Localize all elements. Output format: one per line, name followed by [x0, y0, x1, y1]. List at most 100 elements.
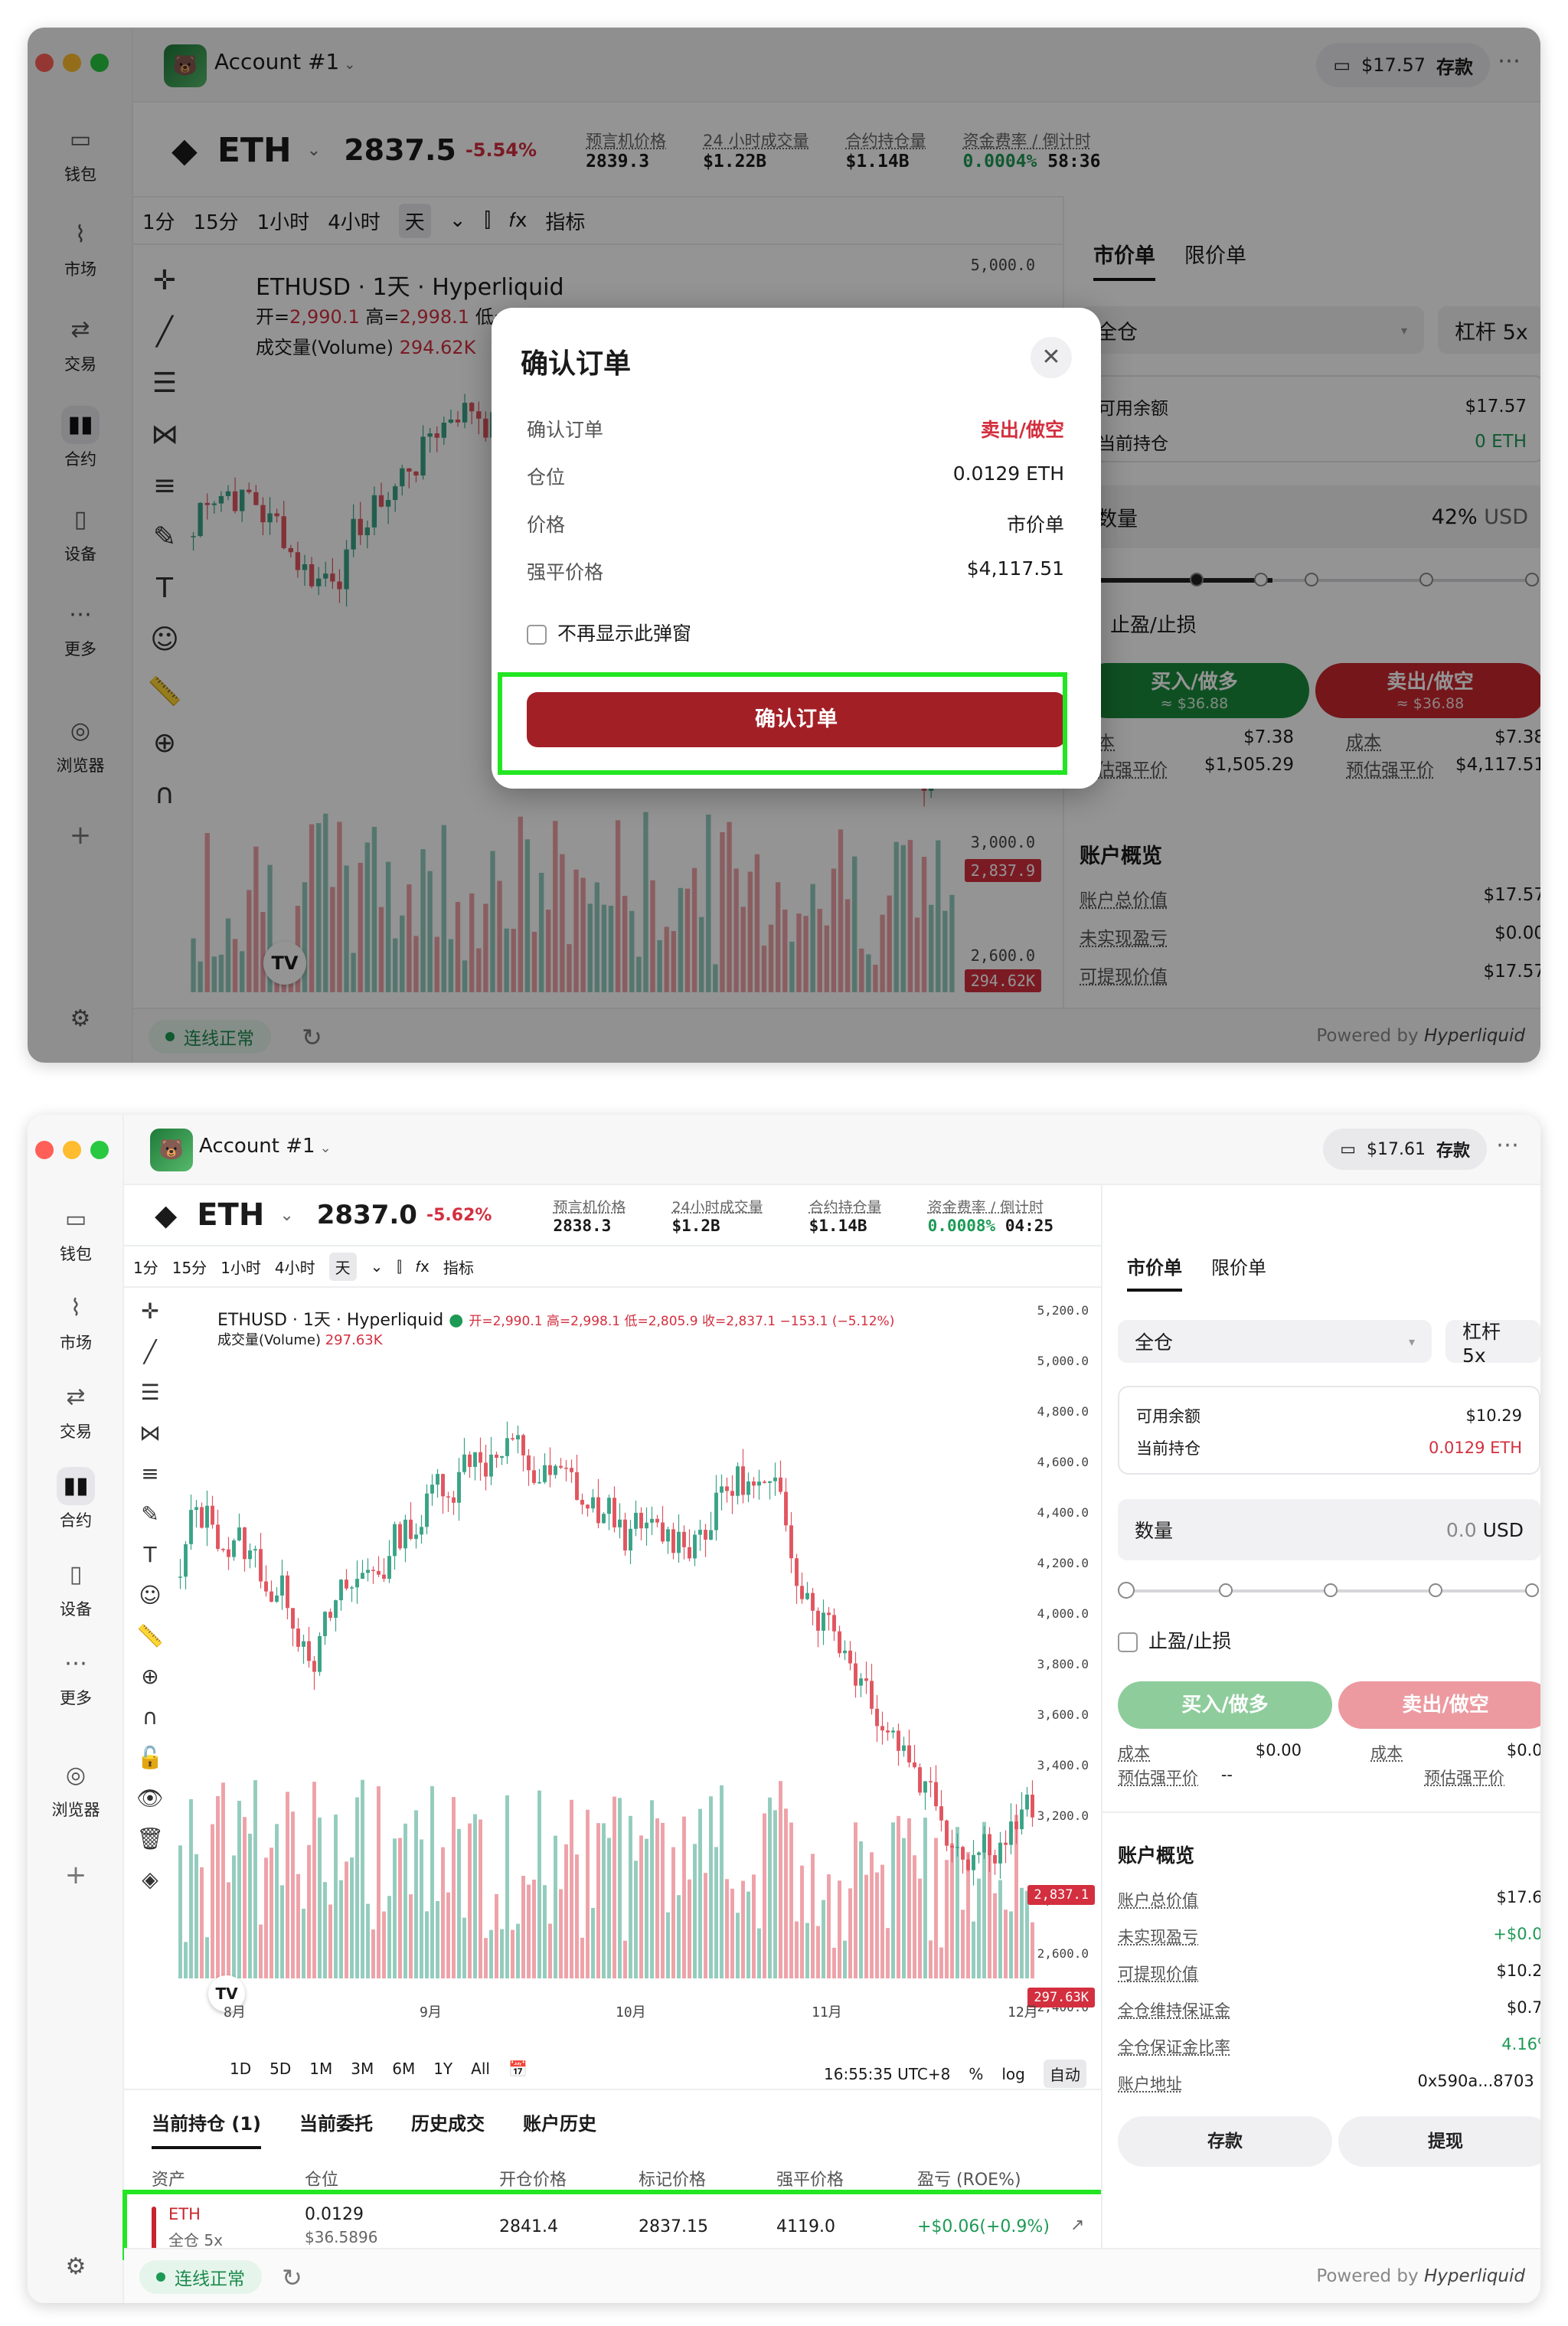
auto-toggle[interactable]: 自动	[1043, 2060, 1086, 2088]
chevron-down-icon[interactable]: ⌄	[449, 209, 466, 232]
pattern-icon[interactable]: ⋈	[139, 1420, 161, 1446]
sidebar-add-button[interactable]: +	[28, 816, 133, 858]
tf-1d[interactable]: 天	[328, 1252, 357, 1281]
quantity-input[interactable]: 数量 0.0 USD	[1118, 1499, 1540, 1560]
sidebar-item-more[interactable]: ⋯ 更多	[28, 1645, 124, 1709]
tf-1h[interactable]: 1小时	[220, 1258, 261, 1277]
tf-1m[interactable]: 1分	[133, 1258, 158, 1277]
tpsl-checkbox[interactable]: 止盈/止损	[1118, 1626, 1231, 1654]
close-icon[interactable]: ✕	[1031, 337, 1072, 378]
quantity-slider[interactable]	[1118, 1579, 1539, 1602]
trendline-icon[interactable]: ╱	[143, 1339, 157, 1364]
percent-toggle[interactable]: %	[969, 2064, 984, 2083]
lock-icon[interactable]: 🔓	[136, 1745, 164, 1770]
sidebar-item-wallet[interactable]: ▭ 钱包	[28, 121, 133, 185]
indicators-button[interactable]: 指标	[443, 1258, 474, 1277]
sell-short-button[interactable]: 卖出/做空 ≈ $36.88	[1315, 663, 1540, 718]
emoji-icon[interactable]: ☺	[150, 624, 179, 655]
tf-1d[interactable]: 天	[398, 203, 431, 238]
eye-icon[interactable]: 👁	[136, 1785, 164, 1811]
range-1m[interactable]: 1M	[309, 2060, 333, 2078]
sidebar-item-market[interactable]: ⌇ 市场	[28, 216, 133, 280]
confirm-order-button[interactable]: 确认订单	[527, 692, 1066, 747]
lines-icon[interactable]: ☰	[140, 1380, 160, 1405]
range-6m[interactable]: 6M	[392, 2060, 416, 2078]
log-toggle[interactable]: log	[1001, 2064, 1025, 2083]
trash-icon[interactable]: 🗑	[136, 1826, 164, 1851]
tf-4h[interactable]: 4小时	[274, 1258, 315, 1277]
account-selector[interactable]: Account #1 ⌄	[199, 1135, 332, 1158]
layers-icon[interactable]: ◈	[142, 1867, 158, 1892]
share-icon[interactable]: ↗	[1070, 2216, 1085, 2235]
range-5d[interactable]: 5D	[270, 2060, 292, 2078]
range-1y[interactable]: 1Y	[433, 2060, 453, 2078]
price-chart[interactable]: ETHUSD · 1天 · Hyperliquid ● 开=2,990.1 高=…	[178, 1289, 1101, 2024]
tf-4h[interactable]: 4小时	[328, 211, 381, 234]
candle-type-icon[interactable]: ⫿	[484, 208, 491, 232]
quantity-input[interactable]: 数量 42% USD	[1080, 485, 1540, 548]
account-selector[interactable]: Account #1 ⌄	[214, 49, 356, 74]
leverage-button[interactable]: 杠杆 5x	[1438, 306, 1540, 354]
tf-1h[interactable]: 1小时	[256, 211, 310, 234]
chevron-down-icon[interactable]: ⌄	[279, 1205, 294, 1225]
zoom-icon[interactable]: ⊕	[152, 727, 177, 759]
sidebar-item-browser[interactable]: ◎ 浏览器	[28, 1756, 124, 1821]
buy-long-button[interactable]: 买入/做多	[1118, 1681, 1332, 1729]
deposit-button[interactable]: 存款	[1436, 56, 1473, 78]
sidebar-item-device[interactable]: ▯ 设备	[28, 501, 133, 565]
sidebar-item-device[interactable]: ▯ 设备	[28, 1556, 124, 1620]
sidebar-item-trade[interactable]: ⇄ 交易	[28, 311, 133, 375]
tab-trade-history[interactable]: 历史成交	[411, 2113, 485, 2135]
settings-button[interactable]: ⚙	[28, 2248, 124, 2289]
sidebar-item-market[interactable]: ⌇ 市场	[28, 1289, 124, 1354]
fx-icon[interactable]: 𝑓x	[508, 208, 528, 232]
sidebar-item-more[interactable]: ⋯ 更多	[28, 596, 133, 660]
dont-show-checkbox[interactable]: 不再显示此弹窗	[527, 619, 691, 646]
buy-long-button[interactable]: 买入/做多 ≈ $36.88	[1080, 663, 1309, 718]
deposit-button[interactable]: 存款	[1118, 2116, 1332, 2167]
calendar-icon[interactable]: 📅	[508, 2060, 528, 2078]
withdraw-button[interactable]: 提现	[1338, 2116, 1540, 2167]
emoji-icon[interactable]: ☺	[139, 1583, 162, 1608]
leverage-button[interactable]: 杠杆 5x	[1446, 1320, 1540, 1367]
text-icon[interactable]: T	[143, 1542, 157, 1567]
sidebar-item-contract[interactable]: ▮▮ 合约	[28, 406, 133, 470]
ruler-icon[interactable]: 📏	[136, 1623, 164, 1648]
margin-mode-select[interactable]: 全仓 ▾	[1080, 306, 1424, 354]
indicators-button[interactable]: 指标	[545, 211, 586, 234]
sidebar-item-browser[interactable]: ◎ 浏览器	[28, 712, 133, 776]
tf-15m[interactable]: 15分	[172, 1258, 207, 1277]
settings-button[interactable]: ⚙	[28, 1000, 133, 1041]
tab-limit[interactable]: 限价单	[1184, 244, 1246, 268]
more-menu-icon[interactable]: ⋯	[1498, 47, 1522, 74]
tf-15m[interactable]: 15分	[193, 211, 239, 234]
fib-icon[interactable]: ≡	[141, 1461, 159, 1486]
tab-market[interactable]: 市价单	[1127, 1253, 1182, 1292]
range-all[interactable]: All	[471, 2060, 490, 2078]
margin-mode-select[interactable]: 全仓 ▾	[1118, 1320, 1432, 1363]
magnet-icon[interactable]: ∩	[154, 779, 175, 810]
tab-account-history[interactable]: 账户历史	[523, 2113, 596, 2135]
symbol[interactable]: ETH	[197, 1197, 265, 1233]
crosshair-icon[interactable]: ✛	[141, 1299, 159, 1324]
tf-1m[interactable]: 1分	[142, 211, 175, 234]
brush-icon[interactable]: ✎	[152, 521, 177, 553]
tab-market[interactable]: 市价单	[1093, 239, 1155, 281]
pattern-icon[interactable]: ⋈	[151, 419, 178, 450]
symbol[interactable]: ETH	[217, 130, 292, 170]
deposit-button[interactable]: 存款	[1436, 1142, 1470, 1161]
trendline-icon[interactable]: ╱	[156, 316, 173, 348]
fx-icon[interactable]: 𝑓x	[415, 1257, 430, 1276]
text-icon[interactable]: T	[156, 573, 173, 604]
sidebar-item-wallet[interactable]: ▭ 钱包	[28, 1201, 124, 1265]
tab-positions[interactable]: 当前持仓 (1)	[152, 2109, 261, 2149]
sidebar-add-button[interactable]: +	[28, 1856, 124, 1897]
ruler-icon[interactable]: 📏	[147, 676, 182, 707]
quantity-slider[interactable]	[1080, 568, 1539, 591]
tab-open-orders[interactable]: 当前委托	[299, 2113, 373, 2135]
balance-pill[interactable]: ▭ $17.61 存款	[1323, 1129, 1487, 1170]
more-menu-icon[interactable]: ⋯	[1496, 1132, 1521, 1158]
range-1d[interactable]: 1D	[230, 2060, 252, 2078]
crosshair-icon[interactable]: ✛	[152, 265, 177, 296]
external-link-icon[interactable]: ↗	[1539, 2072, 1540, 2090]
